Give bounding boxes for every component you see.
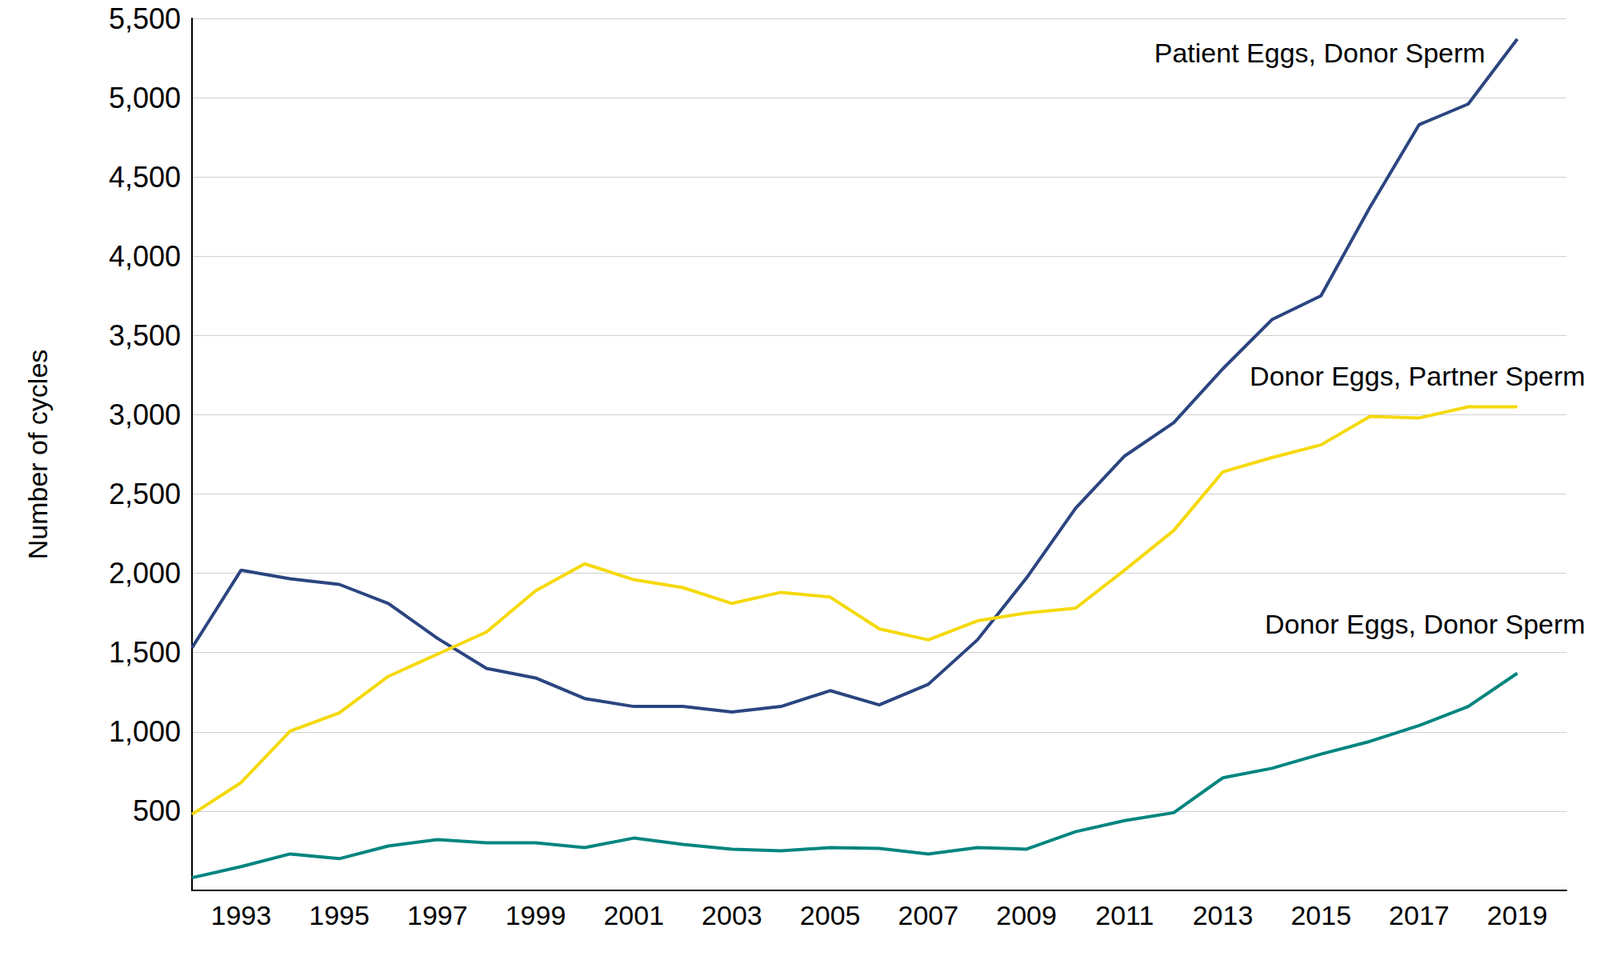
svg-text:1,500: 1,500 [108, 636, 181, 669]
svg-text:2003: 2003 [701, 900, 763, 931]
svg-text:2015: 2015 [1290, 900, 1352, 931]
svg-text:1995: 1995 [308, 900, 370, 931]
svg-text:Patient Eggs, Donor Sperm: Patient Eggs, Donor Sperm [1154, 37, 1486, 68]
svg-text:4,500: 4,500 [108, 160, 181, 194]
svg-text:2013: 2013 [1192, 900, 1254, 931]
svg-text:3,500: 3,500 [108, 319, 181, 352]
svg-text:2,000: 2,000 [108, 556, 181, 590]
svg-text:3,000: 3,000 [108, 398, 181, 432]
svg-text:2001: 2001 [603, 900, 664, 931]
svg-text:2005: 2005 [800, 900, 861, 931]
svg-text:1997: 1997 [407, 900, 468, 931]
svg-text:2,500: 2,500 [108, 477, 181, 511]
svg-text:4,000: 4,000 [108, 240, 181, 273]
svg-text:1999: 1999 [505, 900, 567, 931]
svg-text:2017: 2017 [1388, 900, 1450, 931]
svg-text:2009: 2009 [996, 900, 1057, 931]
svg-text:Donor Eggs, Partner Sperm: Donor Eggs, Partner Sperm [1249, 360, 1586, 392]
svg-text:1,000: 1,000 [108, 715, 181, 748]
svg-text:Donor Eggs, Donor Sperm: Donor Eggs, Donor Sperm [1264, 608, 1586, 640]
svg-text:500: 500 [132, 794, 181, 828]
svg-text:2011: 2011 [1095, 900, 1154, 931]
svg-text:Number of cycles: Number of cycles [22, 349, 53, 560]
svg-text:5,000: 5,000 [108, 81, 181, 115]
svg-text:1993: 1993 [211, 900, 272, 931]
svg-text:2019: 2019 [1487, 900, 1548, 931]
svg-text:2007: 2007 [898, 900, 960, 931]
svg-text:5,500: 5,500 [108, 2, 181, 36]
